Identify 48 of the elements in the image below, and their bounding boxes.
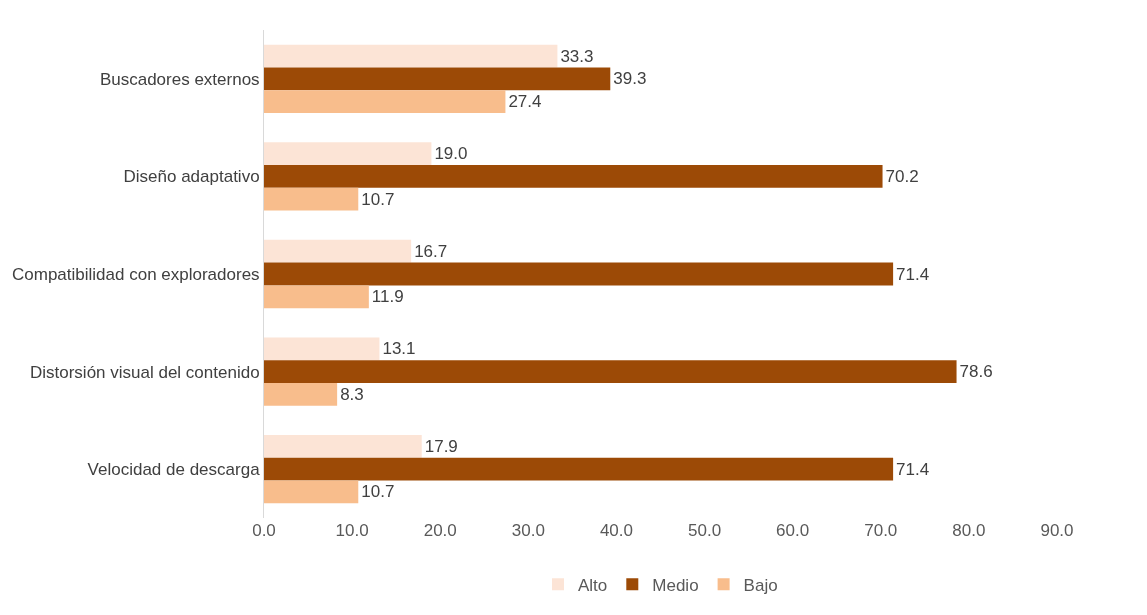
x-tick-label: 30.0 [511, 521, 545, 540]
y-tick-label: Buscadores externos [99, 69, 260, 89]
data-label: 11.9 [371, 287, 404, 307]
x-tick-label: 70.0 [864, 521, 898, 540]
bar [264, 165, 883, 188]
bar [264, 239, 412, 263]
data-label: 39.3 [613, 69, 647, 89]
bar [264, 337, 380, 361]
bar [264, 480, 359, 504]
y-tick-label: Compatibilidad con exploradores [12, 264, 260, 284]
bar [264, 67, 611, 91]
y-tick-label: Distorsión visual del contenido [29, 362, 260, 382]
data-label: 33.3 [560, 46, 594, 66]
x-tick-label: 80.0 [952, 521, 986, 540]
data-label: 70.2 [885, 166, 919, 186]
bar [264, 382, 338, 406]
bar [264, 187, 359, 211]
data-label: 17.9 [424, 436, 458, 456]
legend-label: Alto [578, 575, 608, 595]
data-label: 71.4 [896, 459, 930, 479]
data-label: 13.1 [382, 339, 416, 359]
bar [264, 360, 957, 383]
x-tick-label: 40.0 [599, 521, 633, 540]
x-tick-label: 10.0 [335, 521, 369, 540]
data-label: 10.7 [361, 482, 395, 502]
data-label: 71.4 [896, 264, 930, 284]
data-label: 27.4 [508, 92, 542, 112]
bar [264, 142, 432, 166]
y-tick-label: Diseño adaptativo [123, 167, 260, 187]
data-label: 19.0 [434, 144, 468, 164]
legend-label: Bajo [743, 575, 778, 595]
x-tick-label: 20.0 [423, 521, 457, 540]
data-label: 16.7 [414, 241, 448, 261]
bar [264, 44, 558, 68]
bar [264, 285, 369, 309]
legend-label: Medio [652, 575, 699, 595]
bar [264, 457, 894, 481]
x-tick-label: 90.0 [1040, 521, 1074, 540]
data-label: 78.6 [959, 362, 993, 382]
x-tick-label: 0.0 [252, 521, 276, 540]
x-tick-label: 60.0 [776, 521, 810, 540]
x-tick-label: 50.0 [688, 521, 722, 540]
data-label: 8.3 [340, 384, 364, 404]
bar [264, 435, 422, 458]
data-label: 10.7 [361, 189, 395, 209]
bar [264, 262, 894, 286]
bar [264, 90, 506, 113]
y-tick-label: Velocidad de descarga [87, 460, 261, 480]
